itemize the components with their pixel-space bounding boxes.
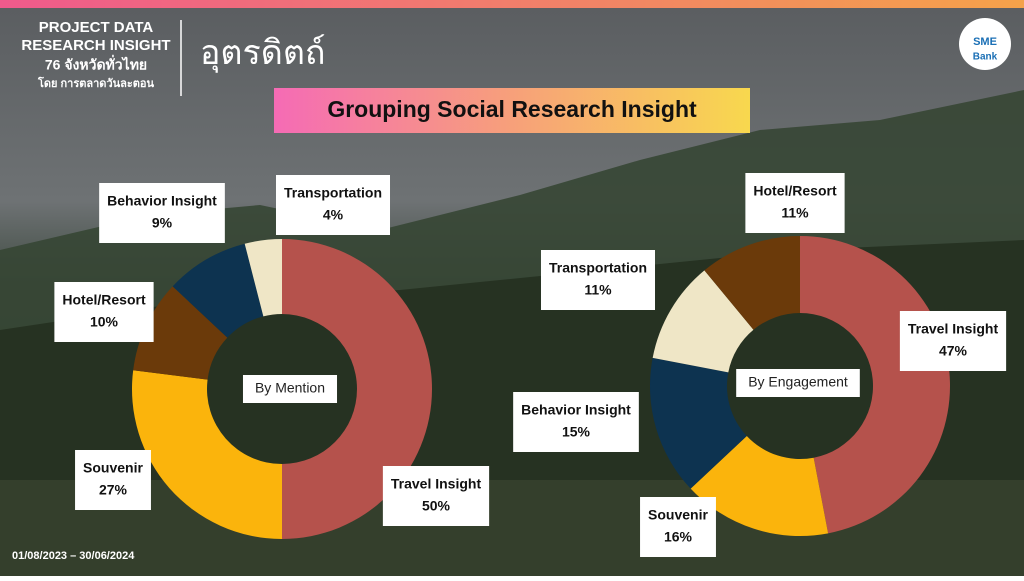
donut-slice <box>244 239 282 317</box>
header-line: 76 จังหวัดทั่วไทย <box>45 55 147 73</box>
top-bar <box>0 0 1024 8</box>
category-label: Travel Insight <box>391 476 482 492</box>
value-label: 50% <box>422 498 451 514</box>
label-box <box>640 497 716 557</box>
value-label: 27% <box>99 482 128 498</box>
donut-slice <box>690 435 829 536</box>
logo <box>959 18 1011 70</box>
header-line: โดย การตลาดวันละตอน <box>37 76 155 90</box>
value-label: 10% <box>90 314 119 330</box>
label-box <box>899 311 1007 371</box>
header-line: PROJECT DATA <box>39 19 154 36</box>
donut-slice <box>800 236 951 534</box>
value-label: 47% <box>939 343 968 359</box>
label-box <box>513 392 639 452</box>
logo-text: Bank <box>973 52 998 63</box>
label-box <box>54 282 154 342</box>
label-box <box>540 250 656 310</box>
donut-slice <box>132 370 282 539</box>
value-label: 15% <box>562 424 591 440</box>
value-label: 9% <box>152 215 173 231</box>
category-label: Souvenir <box>83 460 143 476</box>
donut-slice <box>650 357 747 489</box>
center-label-box <box>242 375 338 403</box>
label-box <box>99 183 225 243</box>
center-label: By Mention <box>255 380 325 396</box>
value-label: 16% <box>664 529 693 545</box>
label-box <box>382 466 490 526</box>
donut-slice <box>652 270 754 373</box>
center-label-box <box>736 369 860 397</box>
header-line: RESEARCH INSIGHT <box>21 37 170 54</box>
category-label: Travel Insight <box>908 321 999 337</box>
category-label: Behavior Insight <box>521 402 631 418</box>
category-label: Transportation <box>549 260 647 276</box>
donut-slice <box>133 286 228 380</box>
label-box <box>745 173 845 233</box>
label-box <box>75 450 151 510</box>
donut-slice <box>704 236 800 330</box>
province: อุตรดิตถ์ <box>200 34 326 73</box>
title-box <box>274 88 750 133</box>
category-label: Transportation <box>284 185 382 201</box>
center-label: By Engagement <box>748 374 848 390</box>
value-label: 4% <box>323 207 344 223</box>
category-label: Hotel/Resort <box>62 292 146 308</box>
label-box <box>275 175 391 235</box>
logo-text: SME <box>973 36 997 48</box>
donut-slice <box>172 243 264 338</box>
category-label: Hotel/Resort <box>753 183 837 199</box>
donut-slice <box>282 239 432 539</box>
title: Grouping Social Research Insight <box>327 96 697 122</box>
category-label: Behavior Insight <box>107 193 217 209</box>
value-label: 11% <box>781 205 809 221</box>
date-range: 01/08/2023 – 30/06/2024 <box>12 550 135 562</box>
value-label: 11% <box>584 282 612 298</box>
category-label: Souvenir <box>648 507 708 523</box>
